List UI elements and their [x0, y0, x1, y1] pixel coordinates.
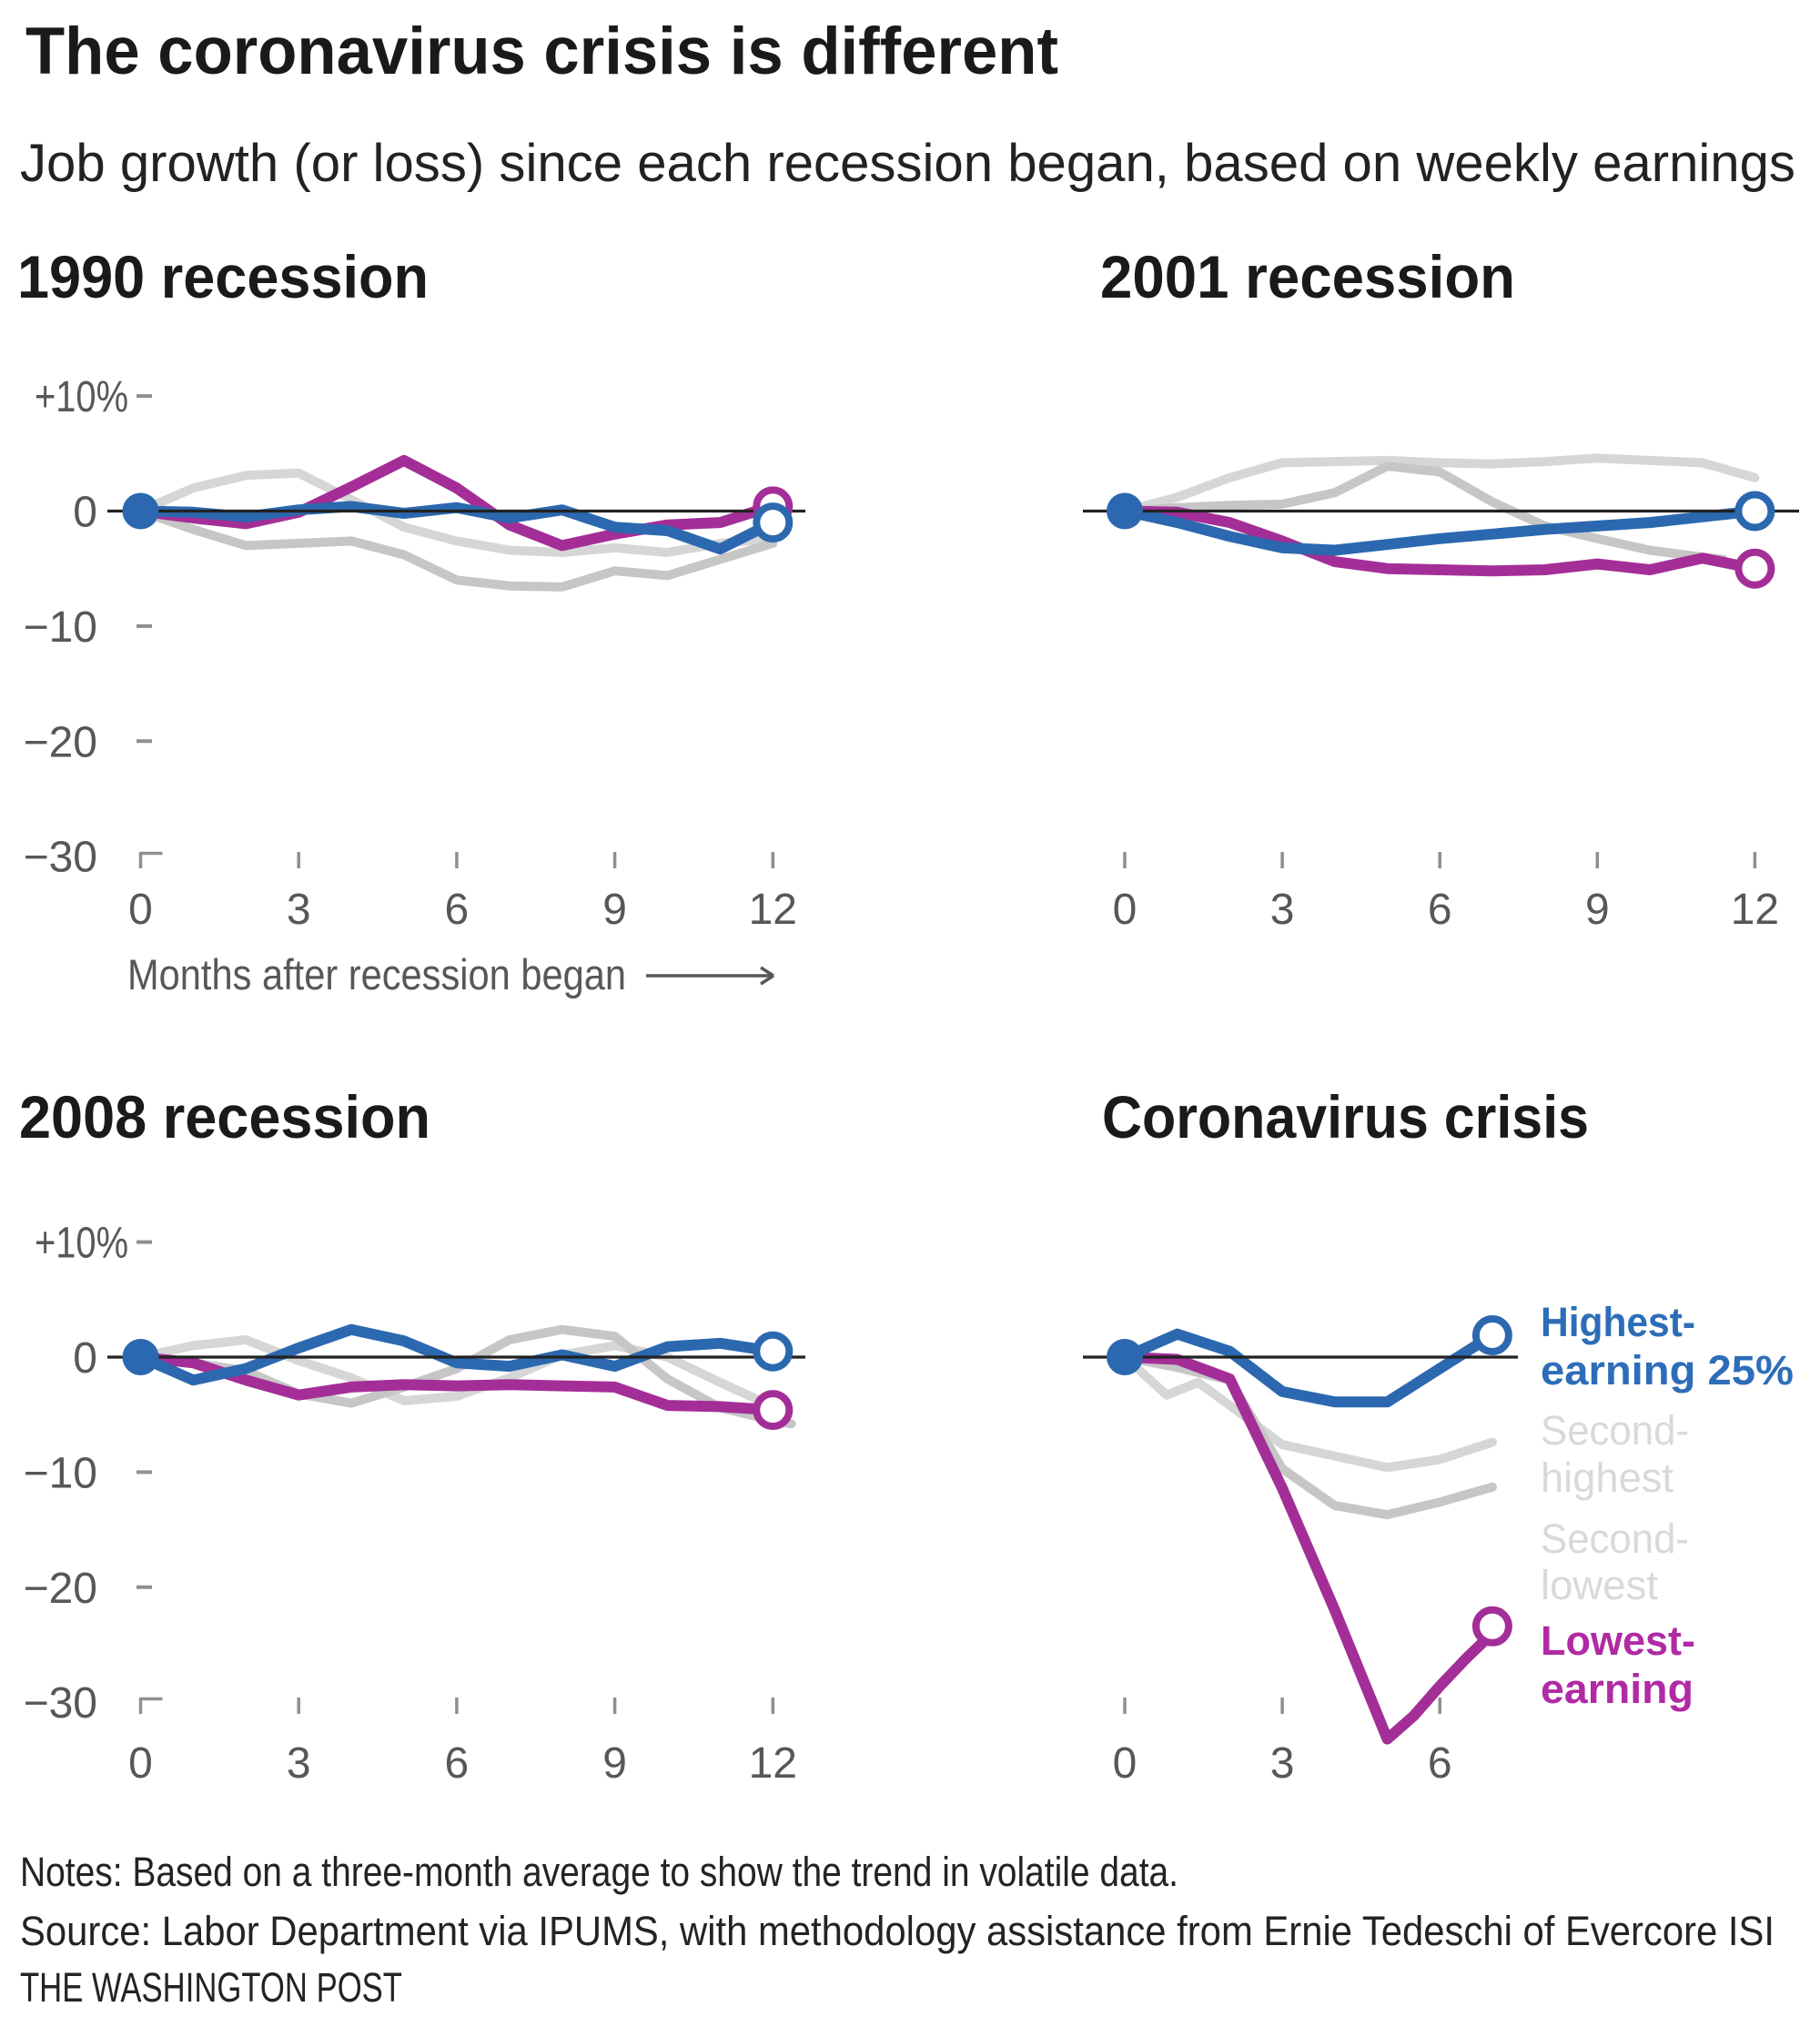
svg-text:+10%: +10% [35, 1220, 128, 1268]
svg-text:−30: −30 [24, 834, 97, 882]
svg-text:Months after recession began: Months after recession began [127, 950, 626, 998]
svg-text:+10%: +10% [35, 373, 128, 421]
svg-text:Coronavirus crisis: Coronavirus crisis [1102, 1083, 1589, 1150]
svg-text:12: 12 [1731, 886, 1779, 934]
svg-text:0: 0 [73, 1334, 97, 1383]
svg-text:3: 3 [1270, 886, 1295, 934]
svg-text:earning 25%: earning 25% [1541, 1347, 1794, 1394]
svg-text:highest: highest [1541, 1454, 1673, 1501]
svg-text:Notes: Based on a three-month: Notes: Based on a three-month average to… [20, 1849, 1178, 1895]
svg-text:lowest: lowest [1541, 1562, 1658, 1608]
svg-text:6: 6 [1428, 1739, 1452, 1788]
svg-text:0: 0 [128, 1739, 153, 1788]
svg-text:earning: earning [1541, 1666, 1694, 1712]
svg-text:−20: −20 [24, 718, 97, 766]
svg-text:Lowest-: Lowest- [1541, 1617, 1695, 1664]
svg-text:Second-: Second- [1541, 1515, 1689, 1562]
svg-text:0: 0 [1113, 1739, 1138, 1788]
svg-text:9: 9 [1585, 886, 1610, 934]
svg-text:The coronavirus crisis is diff: The coronavirus crisis is different [25, 15, 1058, 88]
svg-text:0: 0 [128, 886, 153, 934]
svg-text:THE WASHINGTON POST: THE WASHINGTON POST [20, 1964, 402, 2011]
svg-text:3: 3 [287, 1739, 311, 1788]
svg-text:9: 9 [602, 1739, 627, 1788]
svg-text:Highest-: Highest- [1541, 1299, 1695, 1345]
svg-text:12: 12 [749, 886, 797, 934]
svg-text:9: 9 [602, 886, 627, 934]
svg-text:Job growth (or loss) since eac: Job growth (or loss) since each recessio… [20, 134, 1795, 193]
svg-text:−30: −30 [24, 1679, 97, 1728]
svg-text:6: 6 [445, 1739, 470, 1788]
svg-text:−10: −10 [24, 1449, 97, 1497]
svg-text:2001 recession: 2001 recession [1100, 243, 1515, 310]
svg-text:6: 6 [1428, 886, 1452, 934]
svg-text:0: 0 [73, 489, 97, 537]
svg-text:Second-: Second- [1541, 1407, 1689, 1454]
svg-text:−20: −20 [24, 1565, 97, 1613]
svg-text:12: 12 [749, 1739, 797, 1788]
svg-text:Source: Labor Department via I: Source: Labor Department via IPUMS, with… [20, 1908, 1774, 1954]
svg-text:2008 recession: 2008 recession [19, 1083, 430, 1150]
svg-text:−10: −10 [24, 603, 97, 652]
svg-text:0: 0 [1113, 886, 1138, 934]
svg-text:1990 recession: 1990 recession [17, 243, 429, 310]
svg-text:3: 3 [1270, 1739, 1295, 1788]
svg-text:3: 3 [287, 886, 311, 934]
svg-text:6: 6 [445, 886, 470, 934]
